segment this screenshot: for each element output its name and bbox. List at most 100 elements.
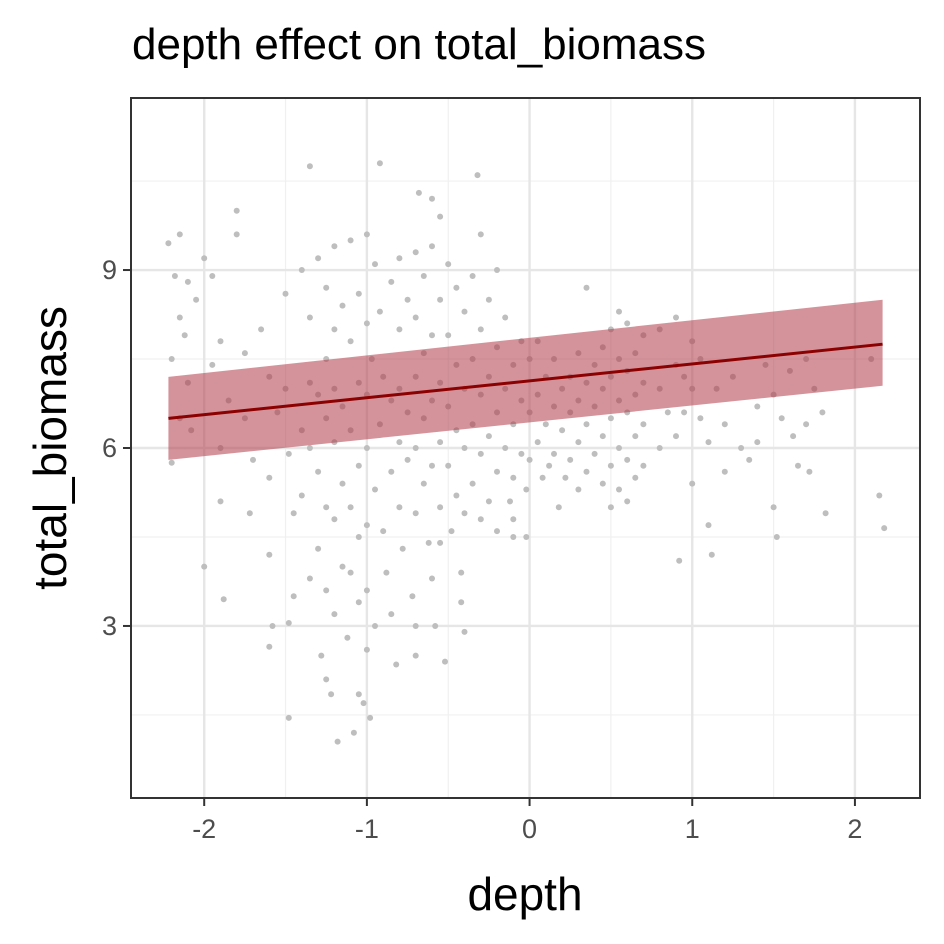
data-point [363, 522, 370, 529]
data-point [607, 415, 614, 422]
data-point [502, 445, 509, 451]
data-point [575, 486, 582, 493]
data-point [306, 575, 313, 582]
data-point [494, 267, 500, 273]
data-point [315, 545, 322, 552]
data-point [360, 700, 367, 707]
y-tick-label: 3 [102, 611, 117, 641]
data-point [217, 498, 224, 505]
data-point [181, 332, 188, 339]
data-point [546, 462, 553, 469]
data-point [425, 539, 432, 546]
data-point [328, 691, 335, 698]
data-point [266, 551, 273, 558]
data-point [510, 516, 517, 523]
data-point [184, 278, 191, 285]
data-point [372, 623, 378, 629]
data-point [363, 231, 370, 238]
data-point [819, 409, 826, 416]
data-point [429, 332, 435, 339]
data-point [555, 504, 562, 511]
data-point [445, 332, 452, 339]
data-point [616, 308, 622, 315]
data-point [331, 611, 338, 618]
data-point [429, 195, 435, 202]
data-point [518, 450, 525, 457]
data-point [258, 326, 265, 333]
data-point [323, 587, 330, 594]
data-point [347, 569, 354, 576]
data-point [738, 445, 745, 451]
data-point [583, 468, 590, 475]
data-point [376, 160, 383, 167]
data-point [334, 738, 341, 745]
data-point [485, 433, 492, 440]
data-point [233, 207, 240, 214]
data-point [372, 486, 378, 493]
y-tick-label: 6 [102, 433, 117, 463]
axes: -2 -1 0 1 2 3 6 9 [102, 255, 862, 844]
data-point [697, 415, 704, 422]
data-point [331, 516, 338, 523]
data-point [412, 623, 419, 629]
x-tick-label: 2 [847, 814, 862, 844]
data-point [347, 338, 354, 345]
data-point [355, 290, 362, 297]
data-point [220, 596, 227, 603]
data-point [526, 456, 533, 463]
data-point [355, 534, 362, 540]
data-point [477, 516, 484, 523]
data-point [542, 421, 549, 428]
data-point [201, 255, 208, 262]
data-point [795, 462, 801, 469]
data-point [217, 338, 224, 345]
data-point [437, 296, 444, 303]
data-point [399, 545, 406, 552]
data-point [355, 599, 362, 606]
data-point [485, 498, 492, 505]
data-point [355, 691, 362, 698]
data-point [412, 510, 419, 517]
data-point [640, 421, 647, 428]
data-point [616, 445, 622, 451]
data-point [477, 231, 484, 238]
y-tick-label: 9 [102, 255, 117, 285]
data-point [616, 486, 622, 493]
data-point [876, 492, 883, 499]
data-point [266, 643, 273, 650]
data-point [705, 522, 712, 529]
data-point [746, 456, 753, 463]
data-point [388, 611, 395, 618]
data-point [624, 456, 631, 463]
data-point [396, 439, 403, 446]
fit-line [168, 342, 883, 420]
fit-line-layer [168, 342, 883, 420]
data-point [412, 652, 419, 659]
data-point [461, 510, 468, 517]
data-point [477, 450, 484, 457]
data-point [315, 255, 322, 262]
data-point [461, 628, 468, 635]
data-point [632, 474, 639, 481]
data-point [404, 296, 411, 303]
x-axis-title: depth [467, 868, 582, 920]
data-point [510, 474, 517, 481]
y-axis-title: total_biomass [24, 306, 76, 590]
data-point [396, 326, 403, 333]
data-point [632, 433, 639, 440]
data-point [415, 189, 422, 196]
data-point [367, 714, 374, 721]
data-point [412, 314, 419, 321]
data-point [676, 557, 683, 564]
x-tick-label: 0 [522, 814, 537, 844]
data-point [388, 468, 395, 475]
data-point [363, 320, 370, 327]
data-point [754, 403, 761, 410]
data-point [523, 486, 530, 493]
data-point [165, 240, 172, 247]
data-point [437, 213, 444, 220]
data-point [285, 714, 292, 721]
data-point [507, 498, 513, 505]
data-point [396, 504, 403, 511]
data-point [412, 445, 419, 451]
